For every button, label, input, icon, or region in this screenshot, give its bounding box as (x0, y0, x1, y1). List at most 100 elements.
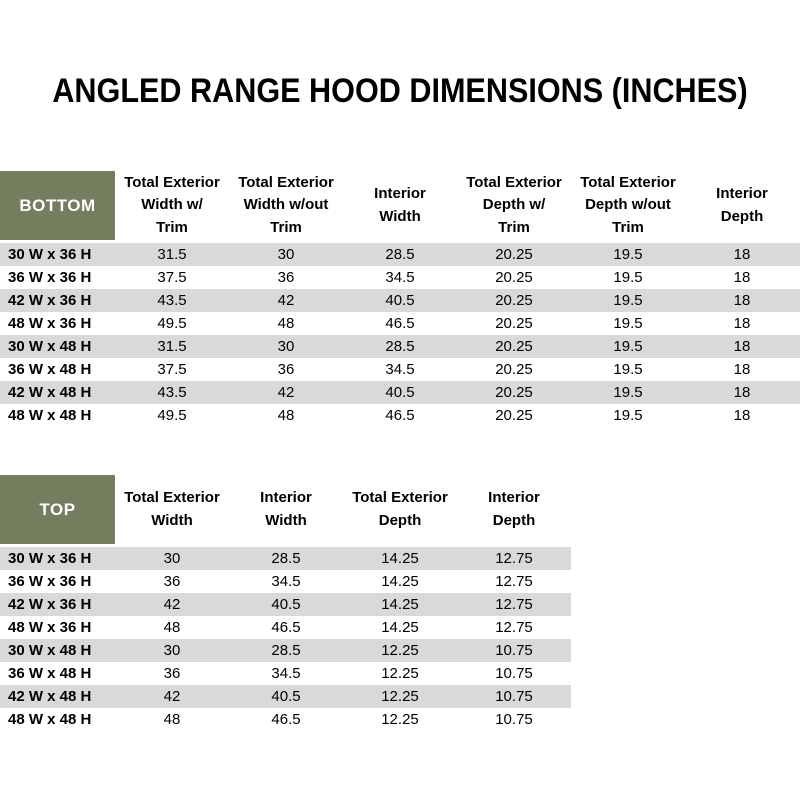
column-header: Interior Width (374, 185, 426, 225)
cell-value: 12.75 (495, 550, 533, 567)
cell-value: 34.5 (385, 361, 415, 378)
cell-value: 40.5 (271, 596, 301, 613)
table-row: 30 W x 36 H 30 28.5 14.25 12.75 (0, 547, 571, 570)
cell-value: 10.75 (495, 711, 533, 728)
cell-value: 19.5 (613, 384, 643, 401)
cell-value: 12.75 (495, 619, 533, 636)
cell-value: 48 (163, 711, 181, 728)
cell-value: 19.5 (613, 361, 643, 378)
cell-value: 20.25 (495, 384, 533, 401)
table-row: 36 W x 48 H 37.5 36 34.5 20.25 19.5 18 (0, 358, 800, 381)
cell-value: 36 (277, 361, 295, 378)
top-dimensions-table: TOP Total Exterior Width Interior Width … (0, 475, 571, 731)
cell-value: 19.5 (613, 338, 643, 355)
row-label: 36 W x 48 H (8, 361, 92, 378)
cell-value: 40.5 (385, 384, 415, 401)
cell-value: 31.5 (157, 246, 187, 263)
cell-value: 18 (733, 407, 751, 424)
cell-value: 30 (163, 642, 181, 659)
cell-value: 30 (277, 246, 295, 263)
cell-value: 49.5 (157, 407, 187, 424)
table-row: 30 W x 48 H 30 28.5 12.25 10.75 (0, 639, 571, 662)
bottom-table-body: 30 W x 36 H 31.5 30 28.5 20.25 19.5 18 3… (0, 243, 800, 427)
cell-value: 48 (277, 407, 295, 424)
top-table-title-cell: TOP (0, 475, 115, 544)
cell-value: 20.25 (495, 338, 533, 355)
cell-value: 12.25 (381, 642, 419, 659)
row-label: 48 W x 48 H (8, 711, 92, 728)
cell-value: 42 (277, 292, 295, 309)
cell-value: 19.5 (613, 292, 643, 309)
row-label: 42 W x 48 H (8, 688, 92, 705)
cell-value: 19.5 (613, 269, 643, 286)
column-header: Total Exterior Width w/out Trim (238, 173, 334, 236)
cell-value: 12.75 (495, 573, 533, 590)
bottom-dimensions-table: BOTTOM Total Exterior Width w/ Trim Tota… (0, 171, 800, 427)
cell-value: 19.5 (613, 315, 643, 332)
cell-value: 36 (277, 269, 295, 286)
cell-value: 28.5 (385, 338, 415, 355)
cell-value: 12.25 (381, 711, 419, 728)
cell-value: 42 (163, 688, 181, 705)
row-label: 42 W x 36 H (8, 292, 92, 309)
row-label: 48 W x 36 H (8, 619, 92, 636)
row-label: 48 W x 48 H (8, 407, 92, 424)
cell-value: 46.5 (271, 619, 301, 636)
cell-value: 20.25 (495, 407, 533, 424)
row-label: 42 W x 48 H (8, 384, 92, 401)
column-header: Interior Depth (716, 185, 768, 225)
table-row: 30 W x 48 H 31.5 30 28.5 20.25 19.5 18 (0, 335, 800, 358)
top-table-header-row: TOP Total Exterior Width Interior Width … (0, 475, 571, 544)
row-label: 30 W x 36 H (8, 246, 92, 263)
row-label: 42 W x 36 H (8, 596, 92, 613)
row-label: 30 W x 48 H (8, 338, 92, 355)
cell-value: 18 (733, 246, 751, 263)
cell-value: 42 (277, 384, 295, 401)
table-row: 42 W x 36 H 43.5 42 40.5 20.25 19.5 18 (0, 289, 800, 312)
row-label: 30 W x 36 H (8, 550, 92, 567)
cell-value: 18 (733, 292, 751, 309)
row-label: 30 W x 48 H (8, 642, 92, 659)
cell-value: 36 (163, 665, 181, 682)
cell-value: 20.25 (495, 361, 533, 378)
table-row: 42 W x 48 H 43.5 42 40.5 20.25 19.5 18 (0, 381, 800, 404)
cell-value: 12.75 (495, 596, 533, 613)
bottom-table-header-row: BOTTOM Total Exterior Width w/ Trim Tota… (0, 171, 800, 240)
table-row: 48 W x 36 H 49.5 48 46.5 20.25 19.5 18 (0, 312, 800, 335)
cell-value: 14.25 (381, 550, 419, 567)
cell-value: 14.25 (381, 573, 419, 590)
cell-value: 19.5 (613, 407, 643, 424)
table-row: 48 W x 36 H 48 46.5 14.25 12.75 (0, 616, 571, 639)
table-row: 36 W x 48 H 36 34.5 12.25 10.75 (0, 662, 571, 685)
cell-value: 37.5 (157, 269, 187, 286)
cell-value: 42 (163, 596, 181, 613)
cell-value: 20.25 (495, 315, 533, 332)
cell-value: 18 (733, 338, 751, 355)
row-label: 36 W x 48 H (8, 665, 92, 682)
cell-value: 18 (733, 315, 751, 332)
page-title: ANGLED RANGE HOOD DIMENSIONS (INCHES) (52, 72, 748, 110)
cell-value: 49.5 (157, 315, 187, 332)
cell-value: 12.25 (381, 665, 419, 682)
cell-value: 20.25 (495, 292, 533, 309)
column-header: Interior Width (260, 489, 312, 529)
cell-value: 48 (277, 315, 295, 332)
cell-value: 48 (163, 619, 181, 636)
cell-value: 14.25 (381, 619, 419, 636)
cell-value: 18 (733, 361, 751, 378)
cell-value: 19.5 (613, 246, 643, 263)
cell-value: 20.25 (495, 269, 533, 286)
cell-value: 34.5 (271, 573, 301, 590)
cell-value: 10.75 (495, 642, 533, 659)
cell-value: 40.5 (271, 688, 301, 705)
cell-value: 43.5 (157, 384, 187, 401)
cell-value: 14.25 (381, 596, 419, 613)
cell-value: 40.5 (385, 292, 415, 309)
table-row: 36 W x 36 H 36 34.5 14.25 12.75 (0, 570, 571, 593)
table-row: 48 W x 48 H 49.5 48 46.5 20.25 19.5 18 (0, 404, 800, 427)
cell-value: 12.25 (381, 688, 419, 705)
column-header: Total Exterior Depth w/ Trim (466, 173, 562, 236)
cell-value: 18 (733, 269, 751, 286)
table-row: 48 W x 48 H 48 46.5 12.25 10.75 (0, 708, 571, 731)
cell-value: 30 (163, 550, 181, 567)
